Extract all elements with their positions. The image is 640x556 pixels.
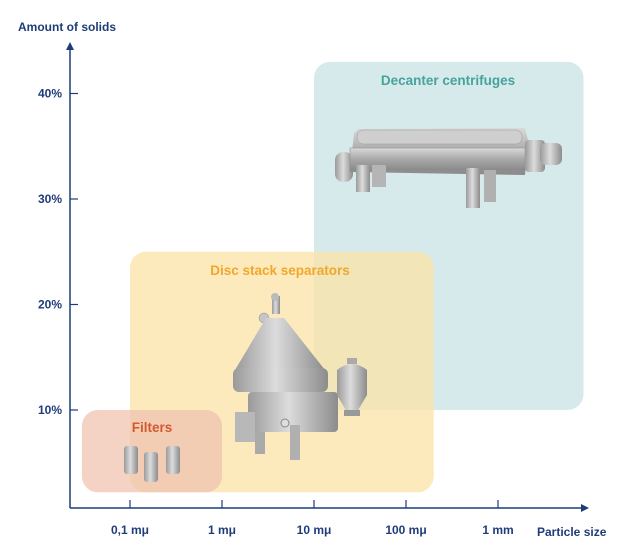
x-tick-label: 10 mμ bbox=[297, 523, 332, 537]
x-axis-title: Particle size bbox=[537, 525, 607, 539]
y-axis-title: Amount of solids bbox=[18, 20, 116, 34]
y-tick-label: 40% bbox=[38, 87, 62, 101]
x-tick-label: 1 mm bbox=[482, 523, 513, 537]
region-filter-cartridges bbox=[81, 410, 222, 493]
y-tick-label: 30% bbox=[38, 192, 62, 206]
x-tick-label: 100 mμ bbox=[385, 523, 426, 537]
disc-stack-separator-icon bbox=[233, 293, 367, 460]
y-axis-arrow bbox=[66, 42, 74, 50]
y-tick-label: 10% bbox=[38, 403, 62, 417]
decanter-centrifuge-icon bbox=[335, 128, 562, 208]
x-tick-label: 1 mμ bbox=[208, 523, 236, 537]
y-tick-label: 20% bbox=[38, 298, 62, 312]
filter-cartridges-icon bbox=[124, 446, 180, 482]
x-tick-label: 0,1 mμ bbox=[111, 523, 149, 537]
region-title: Decanter centrifuges bbox=[381, 73, 515, 88]
x-axis-arrow bbox=[581, 504, 589, 512]
region-title: Filters bbox=[132, 420, 173, 435]
region-title: Disc stack separators bbox=[210, 263, 350, 278]
